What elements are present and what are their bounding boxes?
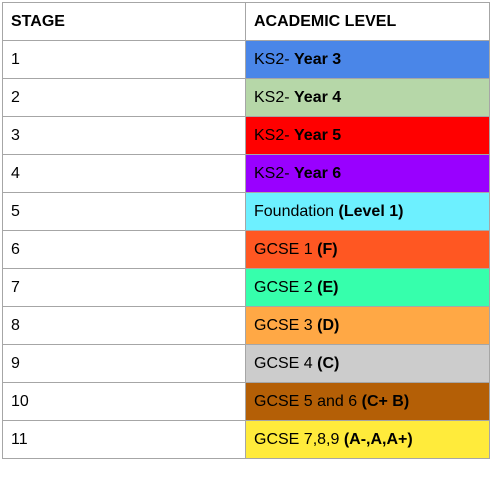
academic-level-cell: KS2- Year 3 [245, 40, 490, 79]
level-bold-text: (C) [317, 354, 340, 372]
level-bold-text: (E) [317, 278, 339, 296]
stage-cell: 6 [2, 230, 246, 269]
level-text: KS2- [254, 88, 295, 106]
academic-level-cell: KS2- Year 5 [245, 116, 490, 155]
stage-cell: 11 [2, 420, 246, 459]
table-row: 3 KS2- Year 5 [2, 116, 490, 155]
level-bold-text: (D) [317, 316, 340, 334]
level-bold-text: (C+ B) [361, 392, 410, 410]
level-bold-text: (Level 1) [338, 202, 404, 220]
level-bold-text: (A-,A,A+) [343, 430, 413, 448]
level-text: GCSE 3 [254, 316, 318, 334]
academic-level-cell: GCSE 4 (C) [245, 344, 490, 383]
table-row: 5 Foundation (Level 1) [2, 192, 490, 231]
level-bold-text: Year 5 [294, 126, 342, 144]
stage-cell: 8 [2, 306, 246, 345]
stage-cell: 5 [2, 192, 246, 231]
academic-level-cell: GCSE 5 and 6 (C+ B) [245, 382, 490, 421]
level-text: GCSE 4 [254, 354, 318, 372]
academic-level-column-header: ACADEMIC LEVEL [245, 2, 490, 41]
stage-cell: 9 [2, 344, 246, 383]
stage-cell: 2 [2, 78, 246, 117]
level-text: GCSE 1 [254, 240, 318, 258]
table-row: 8 GCSE 3 (D) [2, 306, 490, 345]
table-row: 9 GCSE 4 (C) [2, 344, 490, 383]
stage-column-header: STAGE [2, 2, 246, 41]
level-bold-text: Year 6 [294, 164, 342, 182]
academic-level-cell: GCSE 3 (D) [245, 306, 490, 345]
academic-level-cell: GCSE 7,8,9 (A-,A,A+) [245, 420, 490, 459]
level-bold-text: Year 4 [294, 88, 342, 106]
level-bold-text: (F) [317, 240, 338, 258]
table-row: 1 KS2- Year 3 [2, 40, 490, 79]
table-row: 7 GCSE 2 (E) [2, 268, 490, 307]
stage-cell: 7 [2, 268, 246, 307]
academic-level-cell: Foundation (Level 1) [245, 192, 490, 231]
level-text: GCSE 2 [254, 278, 318, 296]
level-text: KS2- [254, 126, 295, 144]
table-row: 6 GCSE 1 (F) [2, 230, 490, 269]
academic-level-cell: KS2- Year 6 [245, 154, 490, 193]
academic-level-cell: GCSE 2 (E) [245, 268, 490, 307]
level-text: GCSE 7,8,9 [254, 430, 344, 448]
stage-cell: 10 [2, 382, 246, 421]
stage-cell: 3 [2, 116, 246, 155]
stage-cell: 1 [2, 40, 246, 79]
level-text: Foundation [254, 202, 339, 220]
table-row: 11 GCSE 7,8,9 (A-,A,A+) [2, 420, 490, 459]
table-row: 4 KS2- Year 6 [2, 154, 490, 193]
level-bold-text: Year 3 [294, 50, 342, 68]
stage-level-table: STAGE ACADEMIC LEVEL 1 KS2- Year 3 2 KS2- Y… [2, 2, 490, 459]
header-row: STAGE ACADEMIC LEVEL [2, 2, 490, 41]
table-row: 2 KS2- Year 4 [2, 78, 490, 117]
academic-level-cell: GCSE 1 (F) [245, 230, 490, 269]
table-row: 10 GCSE 5 and 6 (C+ B) [2, 382, 490, 421]
stage-cell: 4 [2, 154, 246, 193]
level-text: KS2- [254, 50, 295, 68]
level-text: KS2- [254, 164, 295, 182]
level-text: GCSE 5 and 6 [254, 392, 362, 410]
academic-level-cell: KS2- Year 4 [245, 78, 490, 117]
